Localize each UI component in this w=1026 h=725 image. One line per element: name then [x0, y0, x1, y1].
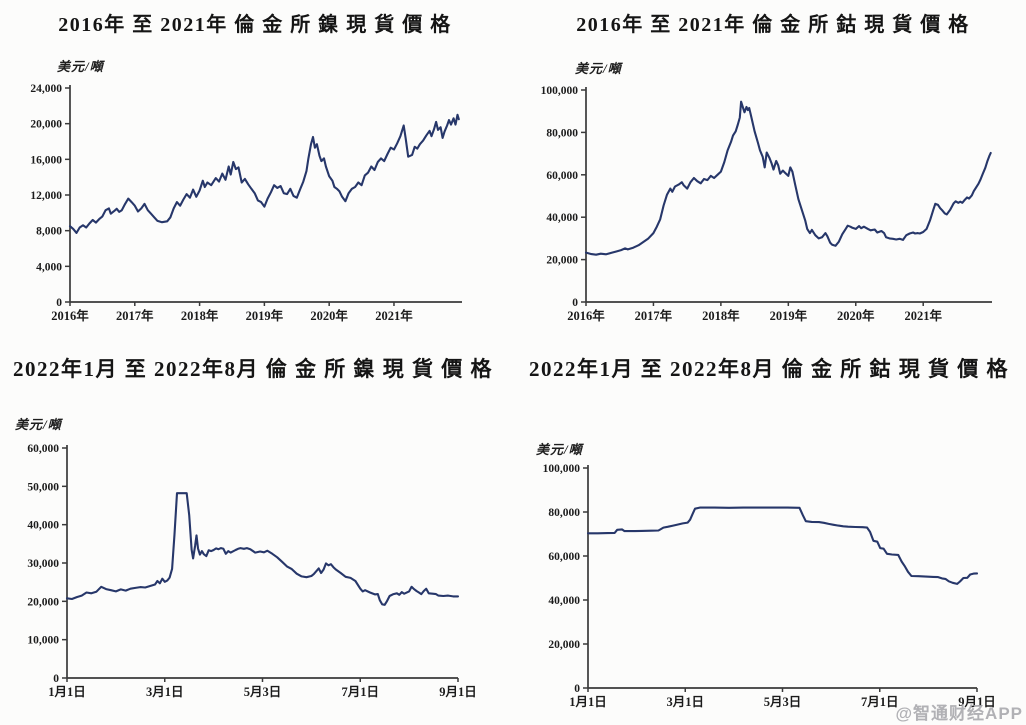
x-tick-label: 2021年 — [904, 308, 942, 323]
price-line — [586, 506, 979, 585]
y-tick-label: 100,000 — [543, 463, 581, 475]
price-line — [65, 492, 460, 606]
x-tick-label: 9月1日 — [958, 695, 996, 709]
y-tick-label: 0 — [56, 297, 62, 309]
price-line — [68, 113, 460, 234]
y-tick-label: 40,000 — [548, 595, 580, 607]
x-tick-label: 1月1日 — [48, 685, 86, 699]
x-tick-label: 2021年 — [375, 308, 413, 323]
y-tick-label: 10,000 — [27, 635, 59, 647]
y-tick-label: 0 — [574, 683, 580, 695]
x-tick-label: 2016年 — [51, 308, 89, 323]
cobalt-2022-title: 2022年1月 至 2022年8月 倫 金 所 鈷 現 貨 價 格 — [529, 357, 1009, 381]
y-tick-label: 20,000 — [546, 255, 578, 267]
nickel-2016-2021-chart: 0 4,000 8,000 12,000 16,000 20,000 24,000 2016年… — [30, 83, 462, 323]
x-tick-label: 2020年 — [310, 308, 348, 323]
y-tick-label: 0 — [53, 673, 59, 685]
cobalt-2022-unit-label: 美元/噸 — [536, 442, 583, 457]
y-tick-label: 40,000 — [546, 212, 578, 224]
y-tick-label: 80,000 — [548, 507, 580, 519]
cobalt-2016-2021-title: 2016年 至 2021年 倫 金 所 鈷 現 貨 價 格 — [576, 14, 970, 36]
cobalt-2016-2021-chart: 0 20,000 40,000 60,000 80,000 100,000 2016年 201… — [541, 85, 992, 323]
watermark: @智通财经APP — [895, 704, 1023, 723]
nickel-2016-2021-unit-label: 美元/噸 — [57, 59, 104, 74]
x-tick-label: 2020年 — [837, 308, 875, 323]
x-tick-label: 7月1日 — [861, 695, 899, 709]
y-tick-label: 100,000 — [541, 85, 579, 97]
y-tick-label: 16,000 — [30, 154, 62, 166]
nickel-2016-2021-title: 2016年 至 2021年 倫 金 所 鎳 現 貨 價 格 — [58, 14, 452, 36]
y-tick-label: 24,000 — [30, 83, 62, 95]
y-tick-label: 60,000 — [546, 170, 578, 182]
x-tick-label: 7月1日 — [341, 685, 379, 699]
x-tick-label: 2017年 — [116, 308, 154, 323]
x-tick-label: 5月3日 — [764, 695, 802, 709]
y-tick-label: 4,000 — [36, 261, 62, 273]
y-tick-label: 80,000 — [546, 127, 578, 139]
x-tick-label: 3月1日 — [666, 695, 704, 709]
x-tick-label: 2019年 — [770, 308, 808, 323]
y-tick-label: 8,000 — [36, 226, 62, 238]
x-tick-label: 2016年 — [567, 308, 605, 323]
x-tick-label: 1月1日 — [569, 695, 607, 709]
y-tick-label: 40,000 — [27, 520, 59, 532]
y-tick-label: 30,000 — [27, 558, 59, 570]
y-tick-label: 60,000 — [548, 551, 580, 563]
nickel-2022-chart: 0 10,000 20,000 30,000 40,000 50,000 60,000 1月1… — [27, 443, 477, 699]
y-tick-label: 20,000 — [27, 596, 59, 608]
y-tick-label: 50,000 — [27, 481, 59, 493]
y-tick-label: 0 — [572, 297, 578, 309]
nickel-2022-unit-label: 美元/噸 — [15, 417, 62, 432]
x-tick-label: 9月1日 — [439, 685, 477, 699]
price-line — [584, 100, 992, 256]
x-tick-label: 5月3日 — [244, 685, 282, 699]
y-tick-label: 20,000 — [30, 119, 62, 131]
cobalt-2022-chart: 0 20,000 40,000 60,000 80,000 100,000 1月1日 3月1日… — [543, 463, 996, 709]
y-tick-label: 12,000 — [30, 190, 62, 202]
x-tick-label: 2018年 — [702, 308, 740, 323]
cobalt-2016-2021-unit-label: 美元/噸 — [575, 61, 622, 76]
y-tick-label: 20,000 — [548, 639, 580, 651]
y-tick-label: 60,000 — [27, 443, 59, 455]
x-tick-label: 2018年 — [181, 308, 219, 323]
x-tick-label: 2019年 — [246, 308, 284, 323]
x-tick-label: 2017年 — [635, 308, 673, 323]
x-tick-label: 3月1日 — [146, 685, 184, 699]
nickel-2022-title: 2022年1月 至 2022年8月 倫 金 所 鎳 現 貨 價 格 — [13, 357, 493, 381]
